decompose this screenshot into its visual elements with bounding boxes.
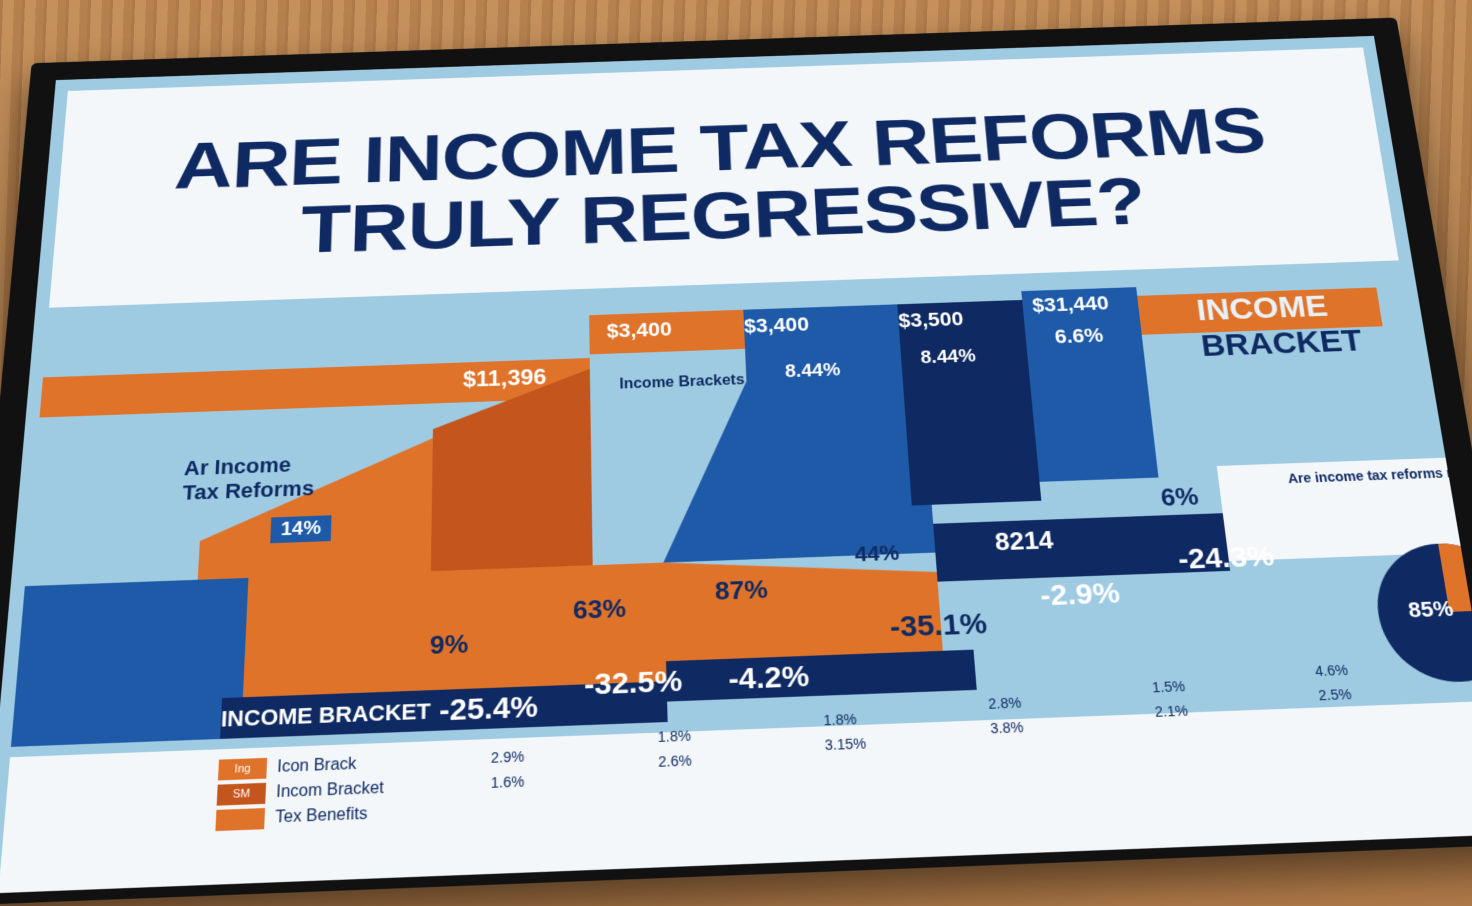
bottom-blue-left xyxy=(11,578,249,747)
mid-value-2: 63% xyxy=(573,593,626,625)
top-label-3: $3,400 xyxy=(744,313,810,338)
change-6: -24.3% xyxy=(1176,540,1276,576)
change-2: -32.5% xyxy=(584,665,683,703)
chart-area: $11,396 $3,400 $3,400 $3,500 $31,440 Inc… xyxy=(4,260,1472,830)
poster-inner: ARE INCOME TAX REFORMS TRULY REGRESSIVE? xyxy=(0,47,1472,893)
column-rate-2: 8.44% xyxy=(785,360,841,383)
change-3: -4.2% xyxy=(728,660,810,697)
change-5: -2.9% xyxy=(1039,577,1122,613)
column-rate-4: 6.6% xyxy=(1054,324,1105,349)
table-row: 2.6% xyxy=(658,752,692,770)
mid-value-3: 87% xyxy=(714,574,768,606)
table-row: 2.1% xyxy=(1154,702,1189,720)
table-row: 1.8% xyxy=(657,727,691,745)
top-label-1: $11,396 xyxy=(463,365,547,393)
mid-value-4: 44% xyxy=(854,540,900,567)
side-title-line-1: INCOME xyxy=(1195,289,1330,328)
table-row: 3.15% xyxy=(824,735,866,753)
table-row: 2.8% xyxy=(988,694,1022,712)
table-row: 2.9% xyxy=(491,748,524,766)
table-row: 1.5% xyxy=(1151,678,1186,695)
poster-frame: ARE INCOME TAX REFORMS TRULY REGRESSIVE? xyxy=(0,18,1472,906)
table-row: 1.8% xyxy=(823,711,857,729)
pie-label: 85% xyxy=(1406,596,1455,623)
mid-value-5: 8214 xyxy=(994,525,1055,557)
top-label-2: $3,400 xyxy=(607,318,673,343)
mid-value-1: 9% xyxy=(430,629,469,661)
table-row: 1.6% xyxy=(491,773,525,791)
top-label-5: $31,440 xyxy=(1031,292,1110,318)
side-title-line-2: BRACKET xyxy=(1199,324,1365,365)
left-note-value: 14% xyxy=(270,515,331,543)
left-note-line-2: Tax Reforms xyxy=(182,476,315,505)
table-row: 3.8% xyxy=(990,719,1025,737)
change-4: -35.1% xyxy=(889,607,988,644)
table-row: 2.5% xyxy=(1317,686,1352,703)
page-title: ARE INCOME TAX REFORMS TRULY REGRESSIVE? xyxy=(0,90,1459,275)
poster: ARE INCOME TAX REFORMS TRULY REGRESSIVE? xyxy=(0,36,1472,894)
change-1: -25.4% xyxy=(439,690,538,728)
column-rate-3: 8.44% xyxy=(920,346,977,369)
top-label-4: $3,500 xyxy=(898,307,965,332)
table-row: 4.6% xyxy=(1314,662,1349,679)
mid-value-6: 6% xyxy=(1159,482,1200,513)
